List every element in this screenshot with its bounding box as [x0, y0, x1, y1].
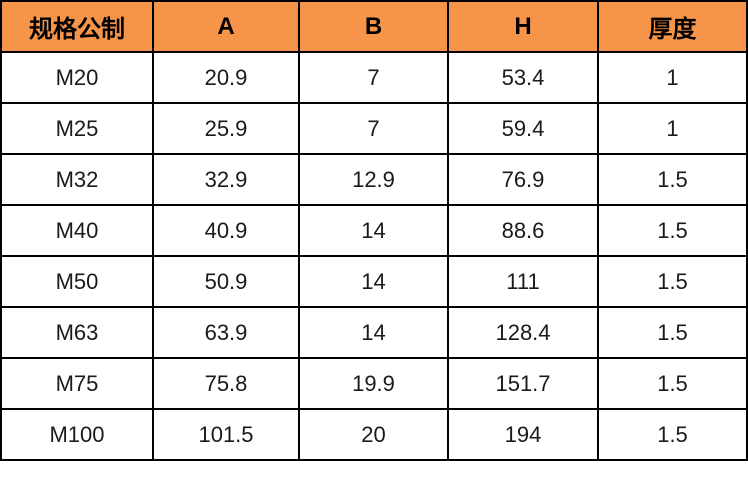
- value-cell-h: 128.4: [447, 306, 599, 359]
- value-cell-thickness: 1.5: [597, 408, 748, 461]
- value-cell-a: 40.9: [152, 204, 300, 257]
- value-cell-b: 14: [298, 204, 449, 257]
- value-cell-thickness: 1: [597, 102, 748, 155]
- spec-cell: M20: [0, 51, 154, 104]
- table-row: M63 63.9 14 128.4 1.5: [0, 306, 748, 359]
- spec-cell: M32: [0, 153, 154, 206]
- spec-cell: M40: [0, 204, 154, 257]
- value-cell-h: 88.6: [447, 204, 599, 257]
- value-cell-h: 59.4: [447, 102, 599, 155]
- table-row: M50 50.9 14 111 1.5: [0, 255, 748, 308]
- header-cell-a: A: [152, 0, 300, 53]
- spec-table: 规格公制 A B H 厚度 M20 20.9 7 53.4 1 M25 25.9 7 59.4 1…: [0, 0, 748, 461]
- value-cell-h: 53.4: [447, 51, 599, 104]
- spec-cell: M63: [0, 306, 154, 359]
- table-row: M20 20.9 7 53.4 1: [0, 51, 748, 104]
- header-cell-b: B: [298, 0, 449, 53]
- value-cell-a: 101.5: [152, 408, 300, 461]
- table-row: M75 75.8 19.9 151.7 1.5: [0, 357, 748, 410]
- value-cell-a: 25.9: [152, 102, 300, 155]
- value-cell-b: 14: [298, 255, 449, 308]
- value-cell-thickness: 1.5: [597, 255, 748, 308]
- value-cell-a: 20.9: [152, 51, 300, 104]
- value-cell-a: 50.9: [152, 255, 300, 308]
- value-cell-a: 63.9: [152, 306, 300, 359]
- value-cell-a: 75.8: [152, 357, 300, 410]
- value-cell-b: 14: [298, 306, 449, 359]
- value-cell-b: 12.9: [298, 153, 449, 206]
- value-cell-a: 32.9: [152, 153, 300, 206]
- value-cell-h: 111: [447, 255, 599, 308]
- value-cell-h: 194: [447, 408, 599, 461]
- table-row: M40 40.9 14 88.6 1.5: [0, 204, 748, 257]
- value-cell-b: 20: [298, 408, 449, 461]
- table-row: M32 32.9 12.9 76.9 1.5: [0, 153, 748, 206]
- table-header: 规格公制 A B H 厚度: [0, 0, 748, 53]
- value-cell-b: 19.9: [298, 357, 449, 410]
- value-cell-b: 7: [298, 51, 449, 104]
- value-cell-b: 7: [298, 102, 449, 155]
- value-cell-h: 76.9: [447, 153, 599, 206]
- table-body: M20 20.9 7 53.4 1 M25 25.9 7 59.4 1 M32 32.9 12.9 76.…: [0, 51, 748, 461]
- header-cell-spec: 规格公制: [0, 0, 154, 53]
- header-cell-thickness: 厚度: [597, 0, 748, 53]
- table-row: M25 25.9 7 59.4 1: [0, 102, 748, 155]
- value-cell-h: 151.7: [447, 357, 599, 410]
- value-cell-thickness: 1.5: [597, 153, 748, 206]
- header-row: 规格公制 A B H 厚度: [0, 0, 748, 53]
- header-cell-h: H: [447, 0, 599, 53]
- value-cell-thickness: 1: [597, 51, 748, 104]
- spec-cell: M75: [0, 357, 154, 410]
- spec-cell: M100: [0, 408, 154, 461]
- spec-cell: M25: [0, 102, 154, 155]
- table-row: M100 101.5 20 194 1.5: [0, 408, 748, 461]
- value-cell-thickness: 1.5: [597, 306, 748, 359]
- spec-cell: M50: [0, 255, 154, 308]
- value-cell-thickness: 1.5: [597, 204, 748, 257]
- value-cell-thickness: 1.5: [597, 357, 748, 410]
